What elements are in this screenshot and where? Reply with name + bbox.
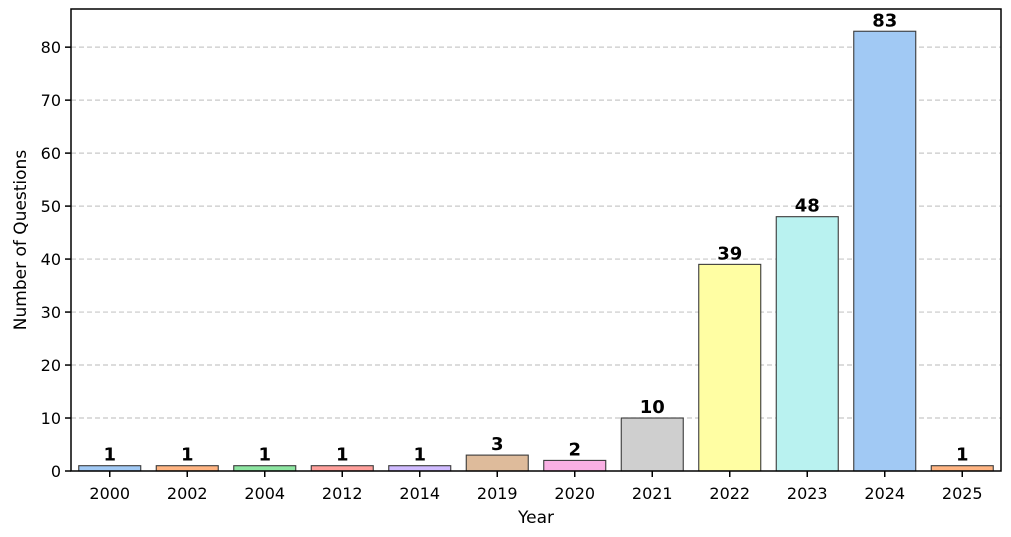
x-axis-label: Year: [517, 508, 554, 528]
y-tick-label: 20: [41, 356, 61, 375]
data-label-2004: 1: [258, 445, 271, 466]
bar-2014: [388, 465, 452, 472]
y-axis-label: Number of Questions: [11, 150, 31, 331]
data-label-2020: 2: [568, 439, 581, 460]
data-label-2012: 1: [336, 445, 349, 466]
gridlines: [71, 46, 1001, 419]
y-tick-label: 80: [41, 38, 61, 57]
data-label-2000: 1: [103, 445, 116, 466]
y-tick-label: 0: [51, 462, 61, 481]
x-tick-label: 2025: [942, 484, 983, 503]
y-tick-label: 50: [41, 197, 61, 216]
x-tick-label: 2000: [89, 484, 130, 503]
bar-2019: [465, 454, 529, 472]
bar-2012: [310, 465, 374, 472]
bar-2000: [78, 465, 142, 472]
bar-2004: [233, 465, 297, 472]
data-label-2024: 83: [872, 10, 897, 31]
x-axis-ticks: 2000 2002 2004 2012 2014 2019 2020 2021 2022 2023…: [89, 471, 983, 503]
bar-2021: [620, 417, 684, 472]
x-tick-label: 2019: [477, 484, 518, 503]
y-tick-label: 70: [41, 91, 61, 110]
bar-2022: [698, 263, 762, 472]
data-label-2014: 1: [413, 445, 426, 466]
data-label-2022: 39: [717, 243, 742, 264]
data-label-2021: 10: [640, 397, 665, 418]
y-axis-ticks: 0 10 20 30 40 50 60 70 80: [41, 38, 71, 481]
x-tick-label: 2022: [709, 484, 750, 503]
data-label-2023: 48: [795, 196, 820, 217]
x-tick-label: 2020: [554, 484, 595, 503]
x-tick-label: 2002: [167, 484, 208, 503]
x-tick-label: 2024: [864, 484, 905, 503]
bar-2024: [853, 30, 917, 472]
x-tick-label: 2021: [632, 484, 673, 503]
y-tick-label: 40: [41, 250, 61, 269]
y-tick-label: 10: [41, 409, 61, 428]
x-tick-label: 2023: [787, 484, 828, 503]
bar-2025: [930, 465, 994, 472]
data-label-2025: 1: [956, 445, 969, 466]
y-tick-label: 30: [41, 303, 61, 322]
x-tick-label: 2014: [399, 484, 440, 503]
data-label-2019: 3: [491, 434, 504, 455]
bar-2002: [155, 465, 219, 472]
data-label-2002: 1: [181, 445, 194, 466]
x-tick-label: 2004: [244, 484, 285, 503]
data-labels: 1 1 1 1 1 3 2 10 39 48 83 1: [103, 10, 968, 465]
bar-2020: [543, 459, 607, 472]
bars: [78, 30, 994, 472]
bar-2023: [775, 216, 839, 472]
plot-frame: [70, 8, 1002, 472]
x-tick-label: 2012: [322, 484, 363, 503]
y-tick-label: 60: [41, 144, 61, 163]
